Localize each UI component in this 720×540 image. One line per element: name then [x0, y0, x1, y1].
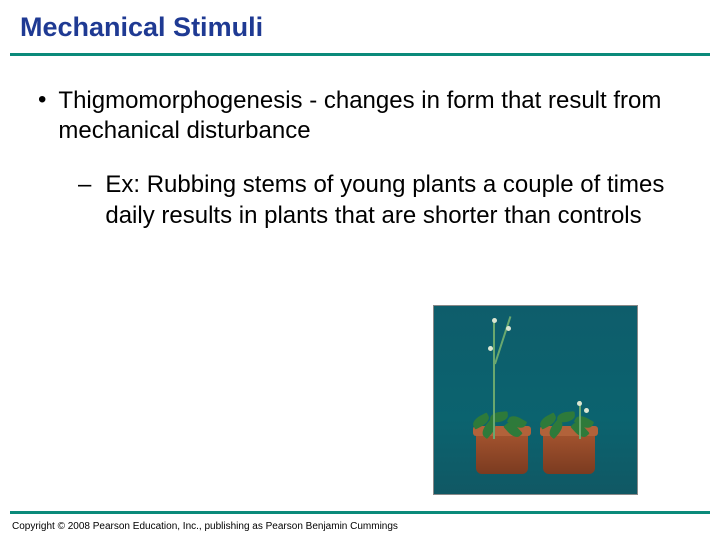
copyright-text: Copyright © 2008 Pearson Education, Inc.…: [12, 521, 398, 532]
plant-leaves: [476, 410, 528, 436]
bullet-1-text: Thigmomorphogenesis - changes in form th…: [58, 86, 682, 146]
bullet-2-text: Ex: Rubbing stems of young plants a coup…: [105, 170, 682, 231]
footer-underline: [10, 511, 710, 514]
plant-leaves: [543, 410, 595, 436]
slide-title: Mechanical Stimuli: [0, 0, 720, 53]
flowerhead-icon: [506, 326, 511, 331]
flowerhead-icon: [584, 408, 589, 413]
plant-pot-right: [543, 432, 595, 474]
plant-stem-tall: [493, 319, 495, 439]
content-area: • Thigmomorphogenesis - changes in form …: [0, 56, 720, 231]
bullet-level-1: • Thigmomorphogenesis - changes in form …: [38, 86, 682, 146]
plant-pot-left: [476, 432, 528, 474]
flowerhead-icon: [577, 401, 582, 406]
bullet-level-2: – Ex: Rubbing stems of young plants a co…: [78, 170, 682, 231]
bullet-dash-icon: –: [78, 170, 91, 200]
plant-stem-short: [579, 401, 581, 439]
flowerhead-icon: [492, 318, 497, 323]
bullet-dot-icon: •: [38, 86, 46, 115]
flowerhead-icon: [488, 346, 493, 351]
embedded-photo: [433, 305, 638, 495]
photo-background: [434, 306, 637, 494]
